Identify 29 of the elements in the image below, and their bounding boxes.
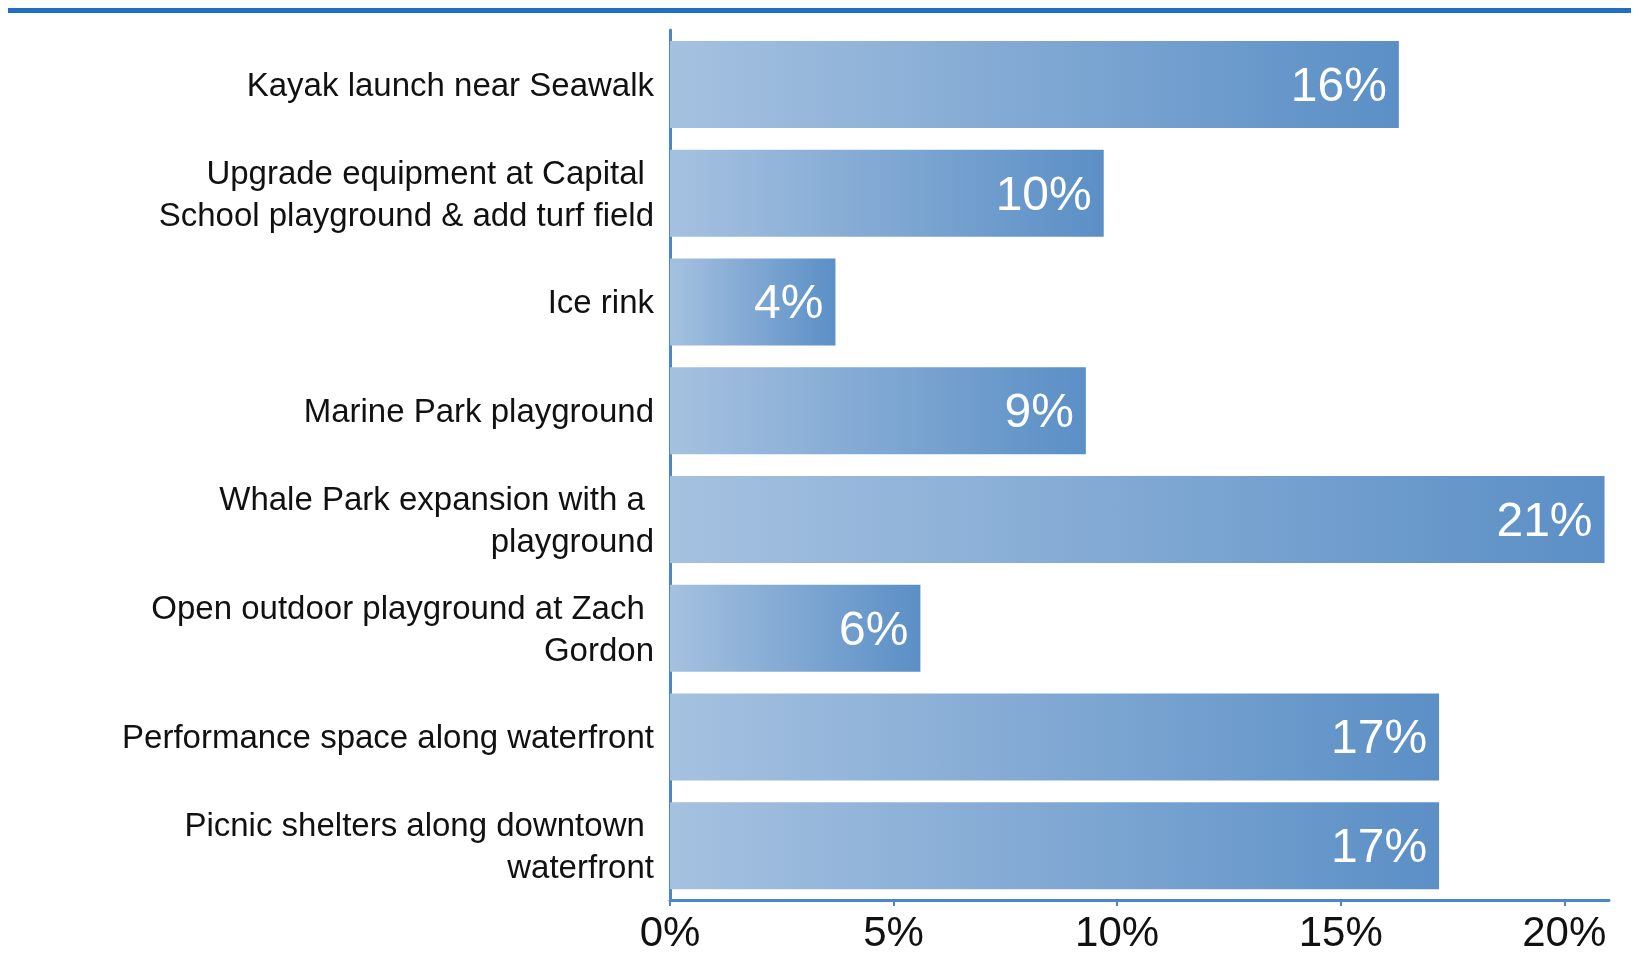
data-label: 21%: [1496, 492, 1593, 546]
bar: [670, 584, 921, 672]
data-label: 9%: [1004, 384, 1074, 438]
y-tick-label: Marine Park playground: [303, 392, 654, 430]
bar: [670, 258, 836, 346]
y-tick-label: Open outdoor playground at Zach Gordon: [151, 588, 654, 668]
bar: [670, 40, 1399, 128]
x-tick-label: 20%: [1522, 907, 1607, 955]
bar: [670, 475, 1605, 563]
data-label: 17%: [1331, 710, 1428, 764]
bar: [670, 802, 1440, 890]
x-tick-label: 10%: [1075, 907, 1160, 955]
x-tick-label: 0%: [639, 907, 701, 955]
bar: [670, 693, 1440, 781]
data-label: 10%: [995, 166, 1092, 220]
data-label: 6%: [839, 601, 909, 655]
x-tick-label: 15%: [1298, 907, 1383, 955]
y-tick-label: Picnic shelters along downtown waterfront: [184, 806, 654, 886]
x-tick-label: 5%: [863, 907, 924, 955]
data-label: 16%: [1290, 57, 1387, 111]
data-label: 17%: [1331, 819, 1428, 873]
y-tick-label: Ice rink: [547, 283, 655, 321]
bar: [670, 367, 1086, 455]
bar: [670, 149, 1104, 237]
y-tick-label: Whale Park expansion with a playground: [219, 479, 654, 559]
y-tick-label: Kayak launch near Seawalk: [246, 65, 655, 103]
y-tick-label: Performance space along waterfront: [122, 718, 654, 756]
y-tick-label: Upgrade equipment at Capital School playground & add turf field: [158, 153, 654, 233]
data-label: 4%: [754, 275, 824, 329]
